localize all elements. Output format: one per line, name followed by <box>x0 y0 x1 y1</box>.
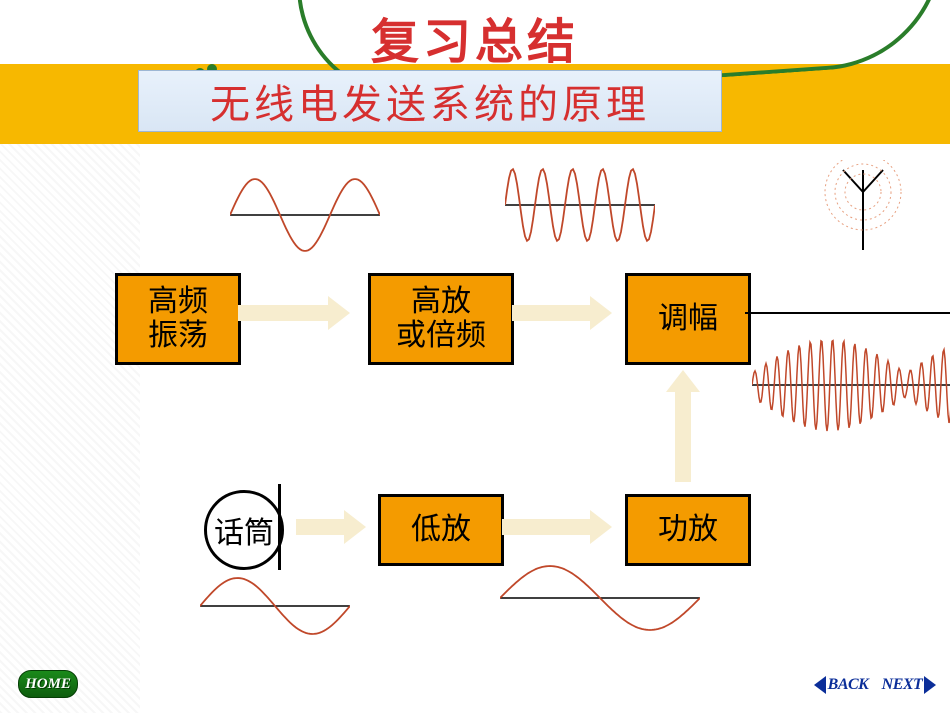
block-am: 调幅 <box>625 273 751 365</box>
block-label: 功放 <box>658 513 718 548</box>
home-button[interactable]: HOME <box>18 670 78 698</box>
antenna-feedline <box>745 312 950 314</box>
mic-label: 话筒 <box>214 508 274 552</box>
mic-circle: 话筒 <box>204 490 284 570</box>
wave-low-freq-out <box>500 558 700 638</box>
block-high-freq-osc: 高频 振荡 <box>115 273 241 365</box>
sub-title-box: 无线电发送系统的原理 <box>138 70 722 132</box>
nav-label: BACK <box>828 676 869 694</box>
block-high-amp: 高放 或倍频 <box>368 273 514 365</box>
flow-arrow <box>502 510 612 544</box>
back-button[interactable]: BACK <box>812 672 870 698</box>
main-title: 复习总结 <box>0 2 950 72</box>
block-label: 调幅 <box>658 302 718 337</box>
block-label: 高频 振荡 <box>148 285 208 354</box>
block-label: 高放 或倍频 <box>396 285 486 354</box>
flow-arrow <box>238 296 350 330</box>
wave-low-freq-in <box>200 568 350 644</box>
wave-am-output <box>752 330 950 440</box>
slide: 复习总结 无线电发送系统的原理 高频 振荡 高放 或倍频 调幅 低放 功放 话筒… <box>0 0 950 713</box>
nav-label: HOME <box>25 676 71 693</box>
mic-line <box>278 484 281 570</box>
flow-arrow <box>666 370 700 482</box>
block-power-amp: 功放 <box>625 494 751 566</box>
flow-arrow <box>512 296 612 330</box>
antenna-icon <box>824 160 902 250</box>
flow-arrow <box>296 510 366 544</box>
nav-label: NEXT <box>882 676 923 694</box>
wave-oscillator <box>230 170 380 260</box>
block-label: 低放 <box>411 513 471 548</box>
wave-high-freq <box>505 160 655 250</box>
block-low-amp: 低放 <box>378 494 504 566</box>
next-button[interactable]: NEXT <box>880 672 938 698</box>
side-texture <box>0 130 140 713</box>
sub-title: 无线电发送系统的原理 <box>210 72 650 130</box>
